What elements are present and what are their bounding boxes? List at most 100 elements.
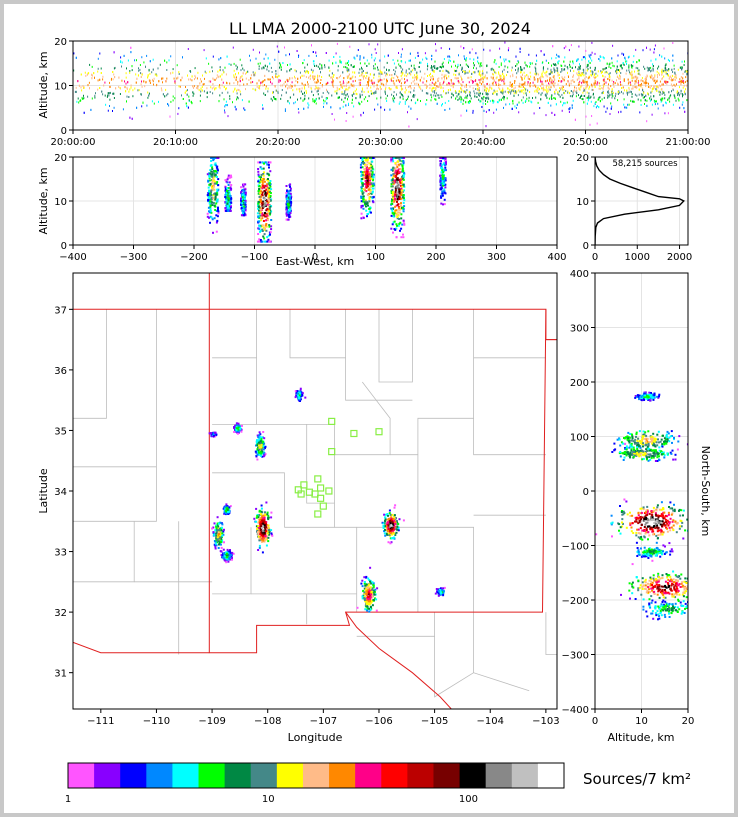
source-point bbox=[643, 65, 645, 68]
source-point bbox=[369, 79, 370, 82]
source-point bbox=[268, 240, 271, 243]
source-point bbox=[211, 66, 213, 69]
source-point bbox=[446, 77, 448, 80]
source-point bbox=[363, 56, 365, 59]
source-point bbox=[164, 59, 166, 62]
source-point bbox=[621, 90, 622, 93]
source-point bbox=[325, 97, 327, 99]
source-point bbox=[210, 198, 213, 201]
source-point bbox=[479, 72, 481, 75]
source-point bbox=[529, 62, 531, 64]
source-point bbox=[320, 71, 321, 74]
source-point bbox=[432, 69, 434, 72]
source-point bbox=[461, 98, 463, 101]
source-point bbox=[632, 60, 634, 63]
source-point bbox=[270, 228, 273, 231]
source-point bbox=[665, 80, 667, 83]
source-point bbox=[208, 190, 210, 193]
source-point bbox=[402, 72, 404, 75]
source-point bbox=[630, 73, 632, 76]
source-point bbox=[521, 78, 523, 81]
source-point bbox=[599, 87, 601, 90]
source-point bbox=[509, 60, 511, 63]
source-point bbox=[167, 103, 169, 105]
source-point bbox=[236, 76, 237, 79]
source-point bbox=[508, 47, 510, 50]
source-point bbox=[359, 96, 361, 99]
source-point bbox=[267, 201, 270, 204]
source-point bbox=[211, 157, 214, 159]
source-point bbox=[454, 69, 456, 72]
source-point bbox=[631, 87, 633, 90]
source-point bbox=[261, 177, 263, 180]
source-point bbox=[408, 72, 410, 75]
source-point bbox=[634, 70, 635, 73]
source-point bbox=[403, 189, 405, 192]
source-point bbox=[588, 54, 590, 57]
source-point bbox=[170, 100, 172, 103]
source-point bbox=[611, 93, 613, 96]
source-point bbox=[612, 91, 614, 94]
source-point bbox=[339, 96, 340, 99]
source-point bbox=[510, 92, 512, 95]
source-point bbox=[215, 166, 218, 169]
source-point bbox=[102, 78, 104, 81]
source-point bbox=[508, 60, 510, 63]
source-point bbox=[336, 86, 338, 89]
source-point bbox=[259, 239, 262, 241]
source-point bbox=[399, 91, 401, 94]
source-point bbox=[585, 80, 587, 83]
source-point bbox=[455, 74, 456, 76]
source-point bbox=[348, 86, 350, 89]
source-point bbox=[349, 45, 351, 48]
source-point bbox=[467, 94, 468, 97]
source-point bbox=[104, 81, 106, 84]
source-point bbox=[289, 53, 290, 56]
source-point bbox=[260, 216, 263, 219]
source-point bbox=[257, 227, 260, 230]
source-point bbox=[582, 98, 584, 101]
source-point bbox=[481, 83, 482, 85]
source-point bbox=[498, 84, 500, 87]
source-point bbox=[571, 95, 573, 98]
source-point bbox=[233, 75, 235, 78]
source-point bbox=[349, 77, 351, 80]
source-point bbox=[529, 71, 531, 74]
source-point bbox=[554, 63, 556, 65]
source-point bbox=[670, 94, 672, 97]
source-point bbox=[539, 107, 541, 109]
source-point bbox=[561, 86, 563, 89]
source-point bbox=[269, 212, 272, 215]
source-point bbox=[468, 70, 470, 73]
source-point bbox=[664, 80, 666, 83]
source-point bbox=[326, 88, 327, 91]
source-point bbox=[332, 85, 334, 88]
source-point bbox=[489, 49, 491, 52]
source-point bbox=[312, 98, 314, 101]
source-point bbox=[485, 110, 487, 113]
source-point bbox=[393, 181, 396, 184]
source-point bbox=[262, 84, 264, 87]
source-point bbox=[628, 86, 630, 89]
source-point bbox=[212, 171, 214, 174]
source-point bbox=[552, 63, 554, 66]
source-point bbox=[519, 50, 521, 53]
source-point bbox=[214, 157, 217, 159]
source-point bbox=[474, 71, 476, 74]
source-point bbox=[512, 75, 514, 78]
source-point bbox=[259, 200, 262, 203]
y-tick-label: 10 bbox=[54, 82, 67, 93]
source-point bbox=[148, 68, 150, 71]
source-point bbox=[269, 194, 272, 197]
source-point bbox=[361, 204, 364, 207]
source-point bbox=[206, 173, 209, 176]
source-point bbox=[636, 61, 638, 64]
source-point bbox=[417, 51, 419, 54]
source-point bbox=[560, 64, 562, 67]
source-point bbox=[614, 82, 616, 85]
source-point bbox=[259, 211, 262, 214]
source-point bbox=[593, 105, 595, 108]
source-point bbox=[347, 64, 349, 66]
source-point bbox=[638, 79, 640, 82]
source-point bbox=[290, 84, 292, 87]
